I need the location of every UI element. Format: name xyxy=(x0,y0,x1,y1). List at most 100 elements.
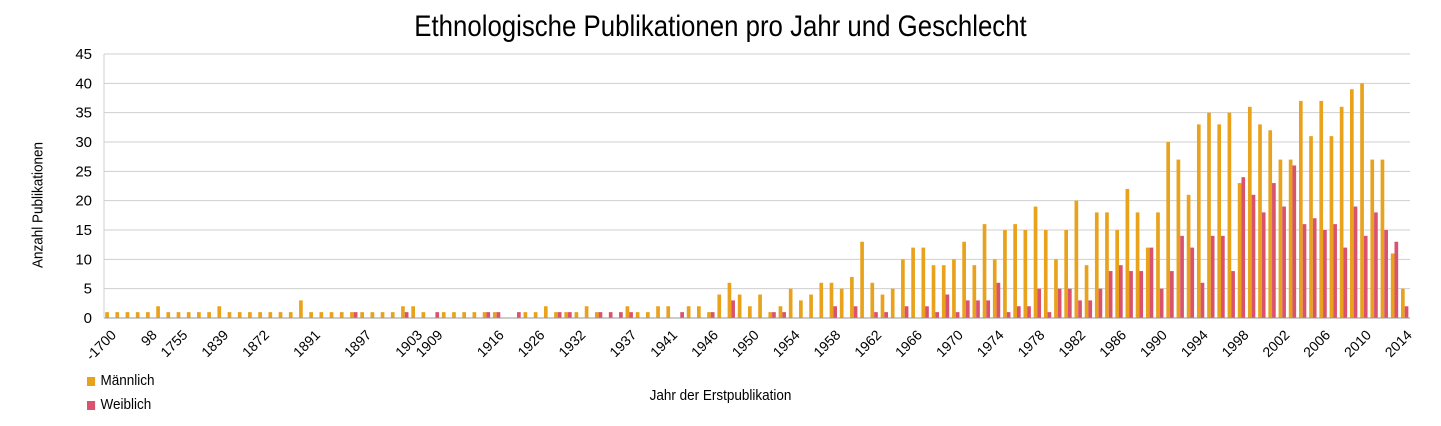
bar-maennlich xyxy=(952,259,956,318)
y-tick-label: 0 xyxy=(84,310,92,327)
bar-weiblich xyxy=(1098,288,1103,318)
bar-weiblich xyxy=(568,312,572,318)
bar-maennlich xyxy=(737,294,742,318)
y-tick-label: 15 xyxy=(75,222,92,239)
x-tick-label: 1962 xyxy=(851,327,884,360)
bar-maennlich xyxy=(441,312,446,318)
bar-maennlich xyxy=(339,312,344,318)
bar-maennlich xyxy=(1278,159,1283,318)
bar-maennlich xyxy=(105,312,109,318)
y-tick-label: 5 xyxy=(84,281,92,298)
bar-maennlich xyxy=(1288,159,1293,318)
bar-maennlich xyxy=(186,312,191,318)
bar-maennlich xyxy=(543,306,548,318)
gridlines xyxy=(104,53,1410,290)
bar-maennlich xyxy=(1339,106,1344,318)
bar-weiblich xyxy=(884,312,889,318)
bar-weiblich xyxy=(486,312,491,318)
x-tick-label: 1970 xyxy=(933,327,966,360)
x-tick-label: 1897 xyxy=(341,327,374,360)
bar-maennlich xyxy=(1401,288,1405,318)
y-axis-ticks: 0 5 10 15 20 25 30 35 40 45 xyxy=(75,46,92,327)
bar-weiblich xyxy=(598,312,603,318)
bar-maennlich xyxy=(758,294,762,318)
bars xyxy=(105,83,1409,319)
bar-maennlich xyxy=(401,306,405,318)
bar-weiblich xyxy=(1272,183,1276,318)
bar-maennlich xyxy=(1360,83,1364,318)
x-tick-label: 2002 xyxy=(1259,327,1292,360)
x-axis-label: Jahr der Erstpublikation xyxy=(649,387,792,404)
bar-maennlich xyxy=(1023,230,1028,318)
bar-maennlich xyxy=(350,312,354,318)
bar-maennlich xyxy=(472,312,477,318)
bar-maennlich xyxy=(554,312,558,318)
bar-maennlich xyxy=(1074,200,1079,318)
bar-weiblich xyxy=(1333,224,1337,318)
bar-maennlich xyxy=(564,312,569,318)
legend-item-weiblich: Weiblich xyxy=(87,396,151,413)
bar-maennlich xyxy=(156,306,160,318)
bar-maennlich xyxy=(1054,259,1058,318)
bar-maennlich xyxy=(482,312,487,318)
y-tick-label: 45 xyxy=(75,46,92,63)
x-tick-label: 1950 xyxy=(729,327,762,360)
bar-maennlich xyxy=(390,312,395,318)
bar-maennlich xyxy=(380,312,385,318)
bar-maennlich xyxy=(319,312,324,318)
bar-maennlich xyxy=(146,312,150,318)
x-tick-label: 1966 xyxy=(892,327,925,360)
bar-maennlich xyxy=(309,312,313,318)
chart-title: Ethnologische Publikationen pro Jahr und… xyxy=(414,10,1027,43)
x-tick-label: 1891 xyxy=(290,327,323,360)
bar-weiblich xyxy=(1180,235,1184,318)
bar-maennlich xyxy=(1370,159,1375,318)
bar-maennlich xyxy=(1217,124,1222,319)
bar-maennlich xyxy=(135,312,140,318)
bar-maennlich xyxy=(1064,230,1068,318)
bar-weiblich xyxy=(945,294,950,318)
x-tick-label: 1916 xyxy=(474,327,507,360)
x-tick-label: 1932 xyxy=(555,327,588,360)
x-tick-label: 1839 xyxy=(198,327,231,360)
bar-maennlich xyxy=(1013,224,1017,318)
x-tick-label: 1755 xyxy=(157,327,190,360)
bar-maennlich xyxy=(1125,188,1130,318)
bar-maennlich xyxy=(288,312,293,318)
bar-maennlich xyxy=(248,312,252,318)
bar-maennlich xyxy=(268,312,273,318)
bar-weiblich xyxy=(996,282,1001,318)
y-tick-label: 25 xyxy=(75,163,92,180)
bar-weiblich xyxy=(608,312,613,318)
bar-weiblich xyxy=(731,300,735,318)
x-tick-label: 2010 xyxy=(1341,327,1374,360)
x-tick-label: 1941 xyxy=(647,327,680,360)
legend-label: Weiblich xyxy=(100,396,152,413)
bar-weiblich xyxy=(1108,271,1113,318)
x-tick-label: 1994 xyxy=(1178,327,1211,360)
x-tick-label: 1946 xyxy=(688,327,721,360)
bar-weiblich xyxy=(1343,247,1348,318)
bar-maennlich xyxy=(870,282,875,318)
bar-weiblich xyxy=(1221,235,1225,318)
bar-weiblich xyxy=(1261,212,1266,318)
bar-maennlich xyxy=(717,294,722,318)
bar-maennlich xyxy=(890,288,895,318)
bar-maennlich xyxy=(727,282,732,318)
bar-maennlich xyxy=(972,265,977,318)
bar-maennlich xyxy=(1186,194,1191,318)
bar-maennlich xyxy=(411,306,415,318)
bar-maennlich xyxy=(635,312,640,318)
bar-maennlich xyxy=(880,294,885,318)
x-tick-label: 1998 xyxy=(1218,327,1251,360)
bar-maennlich xyxy=(1390,253,1395,318)
bar-weiblich xyxy=(1384,230,1388,318)
bar-maennlich xyxy=(299,300,303,318)
bar-maennlich xyxy=(329,312,334,318)
bar-maennlich xyxy=(778,306,783,318)
legend-label: Männlich xyxy=(100,372,155,389)
bar-weiblich xyxy=(986,300,991,318)
bar-maennlich xyxy=(1227,112,1232,319)
bar-maennlich xyxy=(686,306,691,318)
bar-weiblich xyxy=(680,312,684,318)
